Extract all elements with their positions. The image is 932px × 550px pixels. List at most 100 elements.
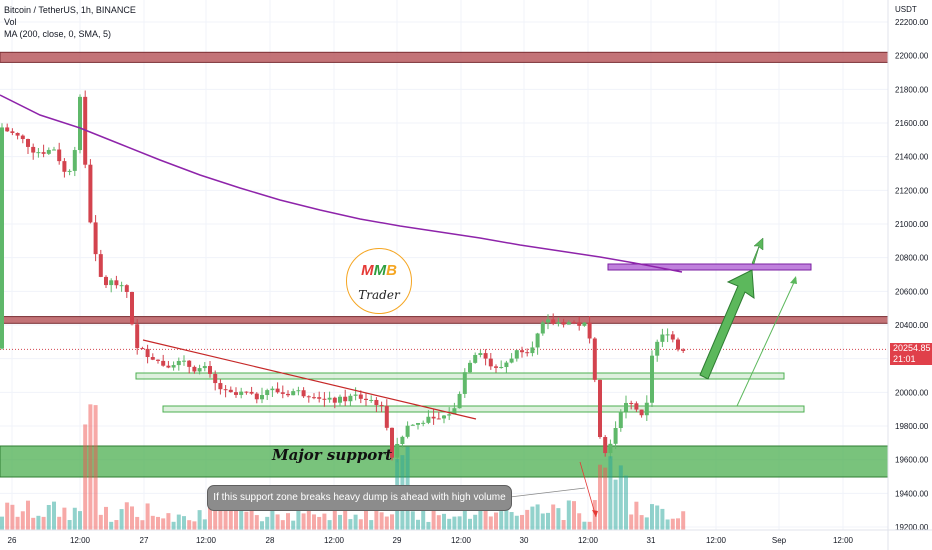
candle-body [166, 365, 171, 368]
volume-bar [509, 512, 514, 530]
candle-body [228, 389, 233, 393]
candle-body [109, 280, 114, 286]
volume-bar [239, 502, 244, 530]
candle-body [275, 388, 280, 393]
candle-body [379, 405, 384, 407]
candle-body [618, 411, 623, 428]
major-support-label: Major support [272, 446, 393, 464]
volume-bar [369, 520, 374, 530]
candle-body [46, 149, 51, 154]
logo-letter-1: M [361, 262, 374, 279]
time-tick-label: 30 [520, 536, 529, 545]
candle-body [348, 395, 353, 402]
volume-bar [317, 516, 322, 530]
current-price-value: 20254.85 [893, 343, 931, 353]
candle-body [322, 398, 327, 400]
candle-body [317, 397, 322, 399]
candle-body [98, 254, 103, 277]
candle-body [405, 425, 410, 437]
candle-body [561, 322, 566, 325]
candle-body [374, 399, 379, 406]
candle-body [598, 379, 602, 438]
time-tick-label: 26 [8, 536, 17, 545]
volume-bar [197, 510, 202, 530]
time-tick-label: 12:00 [70, 536, 91, 545]
volume-bar [566, 500, 571, 530]
candle-body [572, 322, 576, 324]
candle-body [520, 350, 524, 353]
price-tick-label: 19600.00 [895, 456, 929, 465]
volume-label: Vol [4, 17, 17, 27]
volume-bar [416, 519, 420, 530]
price-axis-currency: USDT [895, 5, 917, 14]
candle-body [400, 436, 405, 444]
time-tick-label: 27 [140, 536, 149, 545]
candle-body [338, 396, 342, 403]
time-tick-label: Sep [772, 536, 787, 545]
volume-bar [655, 505, 660, 530]
candle-body [223, 389, 228, 391]
candle-body [197, 368, 202, 372]
support-zone-1 [135, 372, 785, 380]
volume-bar [535, 504, 540, 530]
volume-bar [306, 503, 311, 530]
volume-bar [379, 512, 384, 530]
candle-body [639, 409, 644, 416]
candle-body [509, 358, 514, 363]
candle-body [78, 96, 82, 151]
volume-bar [561, 520, 566, 530]
candle-body [140, 348, 145, 350]
volume-bar [62, 507, 67, 530]
volume-bar [332, 509, 337, 530]
volume-bar [88, 404, 93, 530]
volume-bar [514, 515, 519, 530]
mmb-trader-logo: MMB Trader [346, 248, 412, 314]
candle-body [10, 131, 15, 133]
volume-bar [150, 515, 155, 530]
volume-bar [520, 514, 524, 530]
volume-bar [46, 504, 51, 530]
volume-bar [202, 519, 207, 530]
time-tick-label: 28 [266, 536, 275, 545]
candle-body [582, 322, 587, 326]
volume-bar [78, 511, 82, 530]
candle-body [390, 427, 394, 458]
volume-bar [156, 516, 160, 530]
candle-body [31, 146, 36, 153]
candle-body [301, 390, 306, 397]
candle-body [306, 396, 311, 398]
candle-body [52, 149, 56, 151]
candle-body [260, 395, 264, 400]
candle-body [244, 391, 249, 393]
candle-body [447, 414, 452, 416]
bullish-arrow-large [699, 269, 755, 380]
volume-bar [442, 513, 446, 530]
volume-bar [483, 507, 488, 530]
major-support-zone [0, 445, 889, 478]
candle-body [145, 348, 150, 358]
candle-body [468, 362, 472, 373]
candle-body [291, 391, 296, 396]
price-tick-label: 19200.00 [895, 523, 929, 532]
volume-bar [577, 513, 582, 530]
volume-bar [270, 508, 275, 530]
callout-pointer [509, 487, 586, 498]
chart-legend: Bitcoin / TetherUS, 1h, BINANCE Vol MA (… [4, 4, 136, 40]
candle-body [130, 291, 134, 325]
volume-pointer-head [592, 510, 598, 517]
volume-bar [618, 465, 623, 530]
volume-bar [301, 513, 306, 530]
volume-bar [291, 520, 296, 530]
volume-bar [624, 475, 628, 530]
volume-bar [384, 516, 389, 530]
volume-bar [374, 505, 379, 530]
volume-bar [530, 506, 535, 530]
candle-body [5, 127, 10, 132]
candle-body [494, 366, 498, 368]
volume-bar [218, 504, 223, 530]
candle-body [104, 276, 108, 286]
volume-bar [598, 464, 602, 530]
candle-body [488, 358, 493, 367]
volume-bar [0, 516, 4, 530]
